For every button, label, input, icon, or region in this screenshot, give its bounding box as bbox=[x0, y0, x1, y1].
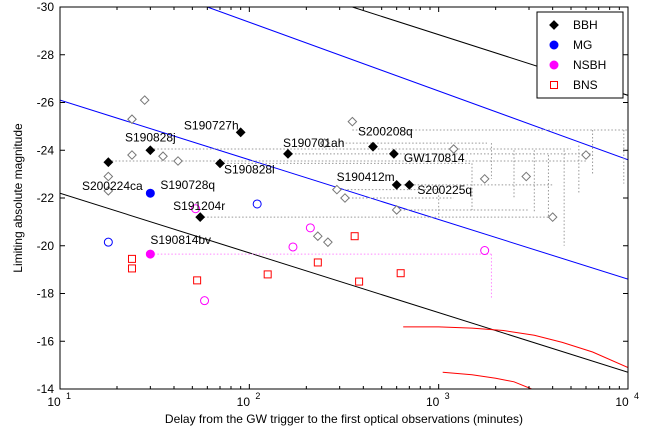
other-point bbox=[312, 231, 323, 242]
bbh-point bbox=[195, 212, 206, 223]
legend-marker bbox=[550, 81, 558, 89]
other-point bbox=[191, 204, 201, 214]
legend-label: BBH bbox=[573, 18, 598, 32]
event-label: S190727h bbox=[184, 118, 239, 132]
bbh-point bbox=[145, 145, 156, 156]
reference-line bbox=[60, 192, 628, 373]
x-tick-label: 10 bbox=[237, 395, 251, 409]
x-tick-exponent: 1 bbox=[66, 391, 71, 401]
bbh-point bbox=[368, 141, 378, 152]
y-tick-label: -28 bbox=[37, 48, 55, 62]
other-point bbox=[103, 185, 114, 196]
event-label: S200208q bbox=[358, 125, 413, 139]
y-tick-label: -20 bbox=[37, 239, 55, 253]
bns-point bbox=[350, 232, 359, 241]
other-point bbox=[448, 144, 459, 154]
event-label: S190828j bbox=[125, 130, 176, 144]
data-points bbox=[103, 95, 591, 306]
y-tick-label: -22 bbox=[37, 191, 55, 205]
limit-curve bbox=[403, 326, 628, 368]
other-point bbox=[322, 237, 333, 248]
other-point bbox=[127, 150, 137, 160]
bns-point bbox=[127, 254, 136, 263]
other-point bbox=[158, 151, 168, 162]
y-tick-label: -16 bbox=[37, 334, 55, 348]
other-point bbox=[547, 212, 558, 223]
bns-point bbox=[313, 258, 322, 267]
event-label: S190412m bbox=[337, 170, 395, 184]
other-point bbox=[340, 193, 350, 203]
x-tick-label: 10 bbox=[47, 395, 61, 409]
bbh-point bbox=[103, 157, 114, 168]
y-tick-label: -26 bbox=[37, 96, 55, 110]
x-tick-exponent: 4 bbox=[634, 391, 639, 401]
event-label: S190814bv bbox=[150, 233, 211, 247]
bns-point bbox=[127, 264, 136, 273]
nsbh-point bbox=[145, 249, 155, 259]
other-point bbox=[127, 114, 137, 125]
legend-marker bbox=[549, 20, 559, 30]
y-axis-label: Limiting absolute magnitude bbox=[11, 123, 25, 273]
y-tick-label: -18 bbox=[37, 287, 55, 301]
legend-label: MG bbox=[573, 38, 592, 52]
y-tick-label: -30 bbox=[37, 0, 55, 14]
observation-spans bbox=[108, 129, 628, 299]
x-tick-exponent: 3 bbox=[445, 391, 450, 401]
y-tick-label: -14 bbox=[37, 382, 55, 396]
event-labels: S190727h S190828j S190701ah S200208q GW17081… bbox=[82, 118, 472, 247]
event-label: GW170814 bbox=[404, 151, 465, 165]
legend-label: NSBH bbox=[573, 58, 606, 72]
other-point bbox=[305, 223, 315, 233]
limit-curve bbox=[442, 371, 532, 389]
legend-label: BNS bbox=[573, 78, 598, 92]
reference-line bbox=[207, 7, 628, 161]
x-axis-label: Delay from the GW trigger to the first o… bbox=[165, 412, 523, 426]
other-point bbox=[479, 173, 490, 184]
x-tick-exponent: 2 bbox=[255, 391, 260, 401]
legend-marker bbox=[549, 40, 559, 50]
y-tick-label: -24 bbox=[37, 143, 55, 157]
other-point bbox=[521, 171, 532, 182]
bbh-point bbox=[388, 148, 399, 159]
other-point bbox=[139, 95, 150, 106]
axes: 10 1 10 2 10 3 10 4 -30 -28 -26 -24 -22 -20 -18 -16 -14 bbox=[37, 0, 639, 409]
legend: BBH MG NSBH BNS bbox=[536, 11, 624, 99]
x-tick-label: 10 bbox=[426, 395, 440, 409]
bbh-point bbox=[391, 179, 402, 190]
event-label: S200224ca bbox=[82, 179, 143, 193]
other-point bbox=[347, 116, 358, 127]
other-point bbox=[252, 199, 262, 209]
other-point bbox=[391, 205, 402, 215]
event-label: S191204r bbox=[173, 199, 225, 213]
other-point bbox=[480, 246, 490, 256]
other-point bbox=[331, 184, 342, 195]
other-point bbox=[103, 237, 113, 247]
event-label: S190728q bbox=[160, 178, 215, 192]
legend-marker bbox=[549, 60, 559, 70]
mg-point bbox=[145, 188, 155, 198]
other-point bbox=[581, 150, 591, 160]
bns-point bbox=[396, 269, 405, 278]
bbh-point bbox=[283, 148, 293, 159]
event-label: S200225q bbox=[417, 183, 472, 197]
other-point bbox=[288, 242, 298, 252]
bns-point bbox=[355, 277, 364, 286]
event-label: S190828l bbox=[224, 162, 275, 176]
bbh-point bbox=[404, 179, 415, 190]
other-point bbox=[200, 296, 210, 306]
bns-point bbox=[193, 276, 202, 285]
bbh-point bbox=[235, 127, 246, 138]
bns-point bbox=[263, 270, 272, 279]
other-point bbox=[173, 156, 183, 166]
event-label: S190701ah bbox=[283, 136, 344, 150]
other-point bbox=[103, 171, 114, 182]
bbh-point bbox=[215, 158, 225, 169]
other-point bbox=[319, 138, 330, 148]
x-tick-label: 10 bbox=[615, 395, 629, 409]
